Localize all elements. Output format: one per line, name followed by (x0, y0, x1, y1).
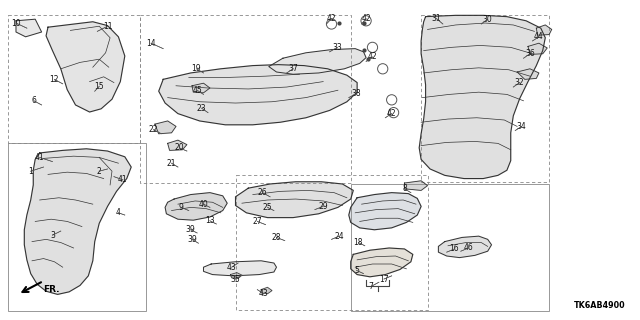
Polygon shape (155, 121, 176, 134)
Polygon shape (230, 273, 242, 278)
Text: 4: 4 (116, 208, 121, 217)
Text: 40: 40 (198, 200, 209, 209)
Polygon shape (46, 22, 125, 112)
Bar (8, 143, 146, 311)
Text: 42: 42 (326, 14, 337, 23)
Text: 38: 38 (351, 89, 362, 98)
Text: 2: 2 (97, 167, 102, 176)
Text: 41: 41 (118, 175, 128, 184)
Polygon shape (269, 49, 366, 74)
Polygon shape (261, 287, 272, 294)
Polygon shape (351, 248, 413, 277)
Text: 26: 26 (257, 188, 268, 197)
Bar (236, 175, 428, 310)
Text: 15: 15 (94, 82, 104, 91)
Text: 34: 34 (516, 122, 527, 131)
Text: 24: 24 (334, 232, 344, 241)
Polygon shape (204, 261, 276, 276)
Polygon shape (404, 181, 428, 190)
Text: 37: 37 (288, 64, 298, 73)
Polygon shape (168, 140, 187, 150)
Text: 13: 13 (205, 216, 215, 225)
Text: FR.: FR. (44, 285, 60, 294)
Polygon shape (165, 193, 227, 220)
Polygon shape (438, 236, 492, 258)
Text: 33: 33 (332, 43, 342, 52)
Text: 20: 20 (174, 143, 184, 152)
Polygon shape (192, 83, 210, 93)
Text: 8: 8 (402, 184, 407, 193)
Text: 42: 42 (387, 109, 397, 118)
Text: 44: 44 (534, 32, 544, 41)
Text: 9: 9 (179, 203, 184, 212)
Text: 39: 39 (186, 225, 196, 234)
Polygon shape (517, 69, 539, 79)
Polygon shape (536, 25, 552, 35)
Text: 5: 5 (354, 266, 359, 275)
Bar (351, 184, 549, 311)
Text: 11: 11 (103, 22, 112, 31)
Text: 31: 31 (431, 14, 442, 23)
Polygon shape (159, 65, 357, 125)
Text: 10: 10 (11, 19, 21, 28)
Text: 42: 42 (361, 14, 371, 23)
Text: 46: 46 (463, 244, 474, 252)
Text: 21: 21 (167, 159, 176, 168)
Text: 16: 16 (449, 244, 460, 253)
Text: 27: 27 (252, 217, 262, 226)
Text: 7: 7 (369, 282, 374, 291)
Text: 29: 29 (318, 202, 328, 211)
Text: 35: 35 (230, 275, 241, 284)
Text: 42: 42 (367, 52, 378, 61)
Text: 36: 36 (525, 49, 535, 58)
Polygon shape (349, 193, 421, 230)
Text: 18: 18 (354, 238, 363, 247)
Polygon shape (16, 19, 42, 37)
Text: 32: 32 (515, 78, 525, 87)
Text: 43: 43 (259, 289, 269, 298)
Text: 43: 43 (227, 263, 237, 272)
Text: 14: 14 (146, 39, 156, 48)
Polygon shape (528, 43, 547, 54)
Text: 39: 39 (187, 235, 197, 244)
Bar (140, 15, 351, 183)
Text: 25: 25 (262, 203, 273, 212)
Text: 22: 22 (149, 125, 158, 134)
Text: 30: 30 (483, 15, 493, 24)
Text: 23: 23 (196, 104, 207, 113)
Polygon shape (24, 149, 131, 294)
Text: 17: 17 (379, 275, 389, 284)
Bar (421, 15, 549, 182)
Text: TK6AB4900: TK6AB4900 (574, 301, 626, 310)
Text: 28: 28 (272, 233, 281, 242)
Polygon shape (236, 182, 353, 218)
Text: 45: 45 (192, 86, 202, 95)
Text: 12: 12 (50, 75, 59, 84)
Text: 19: 19 (191, 64, 202, 73)
Text: 6: 6 (31, 96, 36, 105)
Text: 1: 1 (28, 167, 33, 176)
Bar (8, 15, 140, 143)
Text: 3: 3 (50, 231, 55, 240)
Polygon shape (419, 15, 545, 179)
Text: 41: 41 (35, 153, 45, 162)
